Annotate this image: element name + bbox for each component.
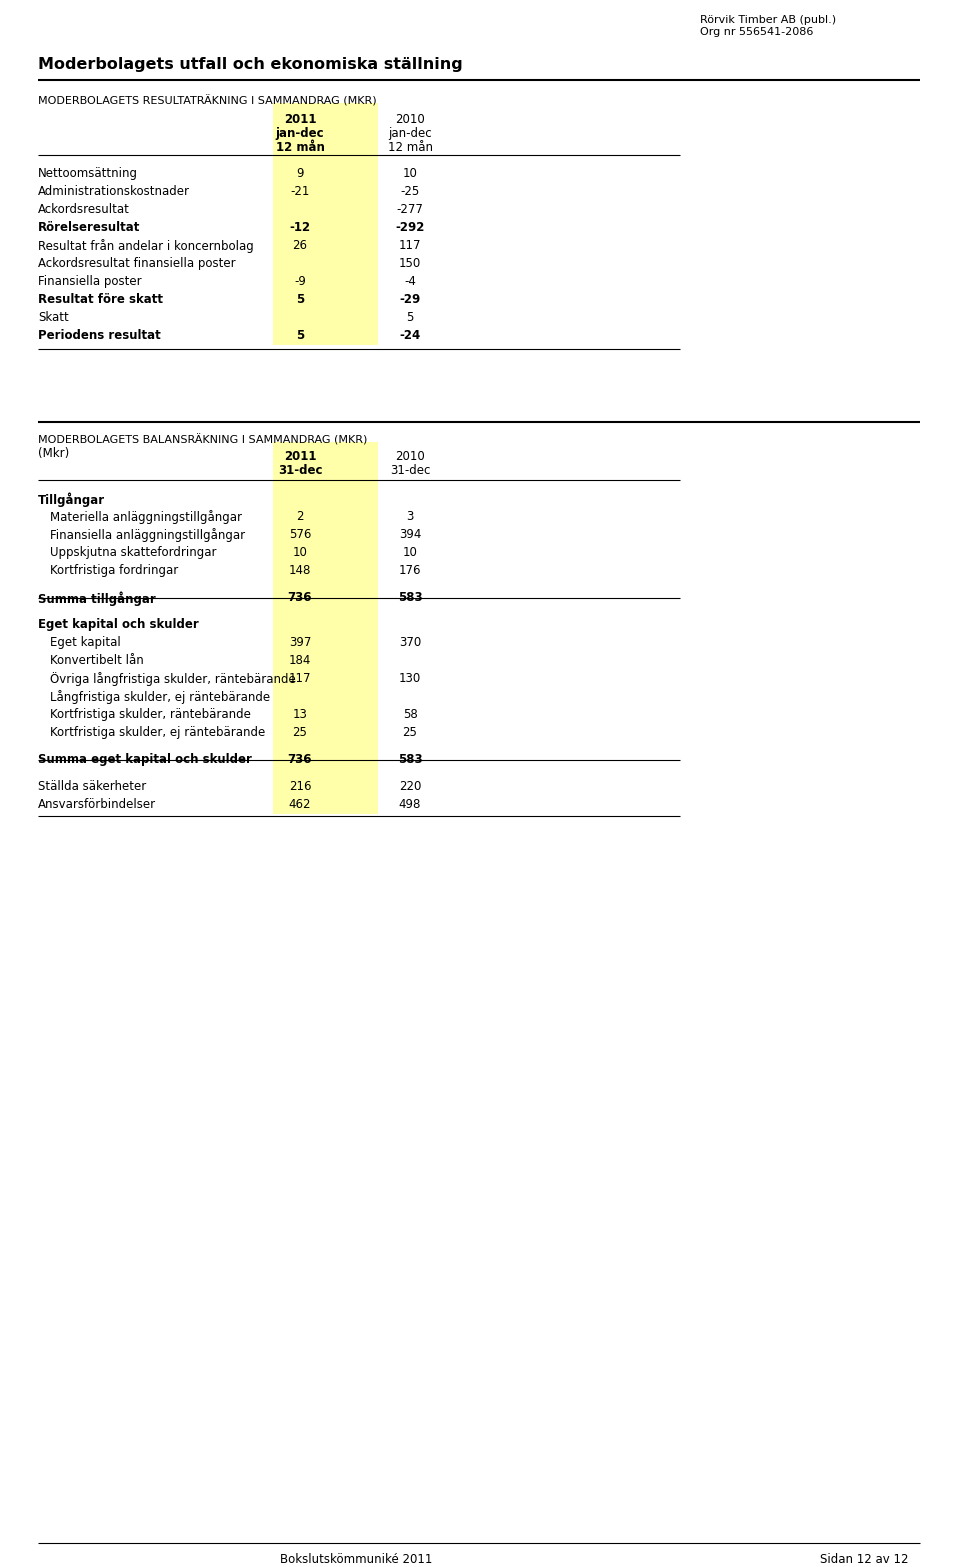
Text: Konvertibelt lån: Konvertibelt lån (50, 653, 144, 668)
Text: 184: 184 (289, 653, 311, 668)
Text: 31-dec: 31-dec (277, 464, 323, 476)
Bar (273, 480, 378, 813)
Text: 736: 736 (288, 591, 312, 603)
Text: 370: 370 (398, 636, 421, 649)
Text: 9: 9 (297, 168, 303, 180)
Text: Långfristiga skulder, ej räntebärande: Långfristiga skulder, ej räntebärande (50, 689, 270, 704)
Text: 5: 5 (296, 329, 304, 342)
Text: Ställda säkerheter: Ställda säkerheter (38, 780, 146, 793)
Text: 13: 13 (293, 708, 307, 721)
Text: 583: 583 (397, 754, 422, 766)
Text: Ackordsresultat: Ackordsresultat (38, 204, 130, 216)
Text: Periodens resultat: Periodens resultat (38, 329, 160, 342)
Text: (Mkr): (Mkr) (38, 447, 69, 461)
Text: Summa tillgångar: Summa tillgångar (38, 591, 156, 605)
Text: 10: 10 (293, 545, 307, 559)
Text: Rörelseresultat: Rörelseresultat (38, 221, 140, 233)
Text: MODERBOLAGETS BALANSRÄKNING I SAMMANDRAG (MKR): MODERBOLAGETS BALANSRÄKNING I SAMMANDRAG… (38, 434, 368, 445)
Text: Summa eget kapital och skulder: Summa eget kapital och skulder (38, 754, 252, 766)
Text: 2: 2 (297, 509, 303, 523)
Text: 130: 130 (398, 672, 421, 685)
Text: Resultat före skatt: Resultat före skatt (38, 293, 163, 306)
Text: 2010: 2010 (396, 113, 425, 125)
Bar (273, 103, 378, 155)
Text: 2011: 2011 (284, 113, 316, 125)
Text: Ansvarsförbindelser: Ansvarsförbindelser (38, 798, 156, 812)
Text: 31-dec: 31-dec (390, 464, 430, 476)
Text: 3: 3 (406, 509, 414, 523)
Text: 397: 397 (289, 636, 311, 649)
Text: 176: 176 (398, 564, 421, 577)
Text: Skatt: Skatt (38, 310, 69, 324)
Text: 117: 117 (289, 672, 311, 685)
Text: 2010: 2010 (396, 450, 425, 462)
Text: 117: 117 (398, 240, 421, 252)
Text: Finansiella poster: Finansiella poster (38, 274, 142, 288)
Text: Nettoomsättning: Nettoomsättning (38, 168, 138, 180)
Text: -12: -12 (289, 221, 311, 233)
Bar (273, 155, 378, 345)
Text: 5: 5 (296, 293, 304, 306)
Text: -25: -25 (400, 185, 420, 197)
Text: 2011: 2011 (284, 450, 316, 462)
Text: 5: 5 (406, 310, 414, 324)
Text: 10: 10 (402, 168, 418, 180)
Text: 25: 25 (293, 726, 307, 740)
Text: Sidan 12 av 12: Sidan 12 av 12 (820, 1553, 908, 1565)
Text: -9: -9 (294, 274, 306, 288)
Text: 26: 26 (293, 240, 307, 252)
Bar (273, 442, 378, 480)
Text: Kortfristiga skulder, räntebärande: Kortfristiga skulder, räntebärande (50, 708, 251, 721)
Text: Tillgångar: Tillgångar (38, 492, 106, 506)
Text: 220: 220 (398, 780, 421, 793)
Text: -277: -277 (396, 204, 423, 216)
Text: -292: -292 (396, 221, 424, 233)
Text: 12 mån: 12 mån (276, 141, 324, 154)
Text: Uppskjutna skattefordringar: Uppskjutna skattefordringar (50, 545, 217, 559)
Text: Rörvik Timber AB (publ.): Rörvik Timber AB (publ.) (700, 16, 836, 25)
Text: Ackordsresultat finansiella poster: Ackordsresultat finansiella poster (38, 257, 235, 270)
Text: 12 mån: 12 mån (388, 141, 433, 154)
Text: 150: 150 (398, 257, 421, 270)
Text: 462: 462 (289, 798, 311, 812)
Text: 394: 394 (398, 528, 421, 541)
Text: 58: 58 (402, 708, 418, 721)
Text: Kortfristiga skulder, ej räntebärande: Kortfristiga skulder, ej räntebärande (50, 726, 265, 740)
Text: -4: -4 (404, 274, 416, 288)
Text: jan-dec: jan-dec (276, 127, 324, 139)
Text: 10: 10 (402, 545, 418, 559)
Text: 583: 583 (397, 591, 422, 603)
Text: Moderbolagets utfall och ekonomiska ställning: Moderbolagets utfall och ekonomiska stäl… (38, 56, 463, 72)
Text: 148: 148 (289, 564, 311, 577)
Text: Materiella anläggningstillgångar: Materiella anläggningstillgångar (50, 509, 242, 523)
Text: 736: 736 (288, 754, 312, 766)
Text: Org nr 556541-2086: Org nr 556541-2086 (700, 27, 813, 38)
Text: Övriga långfristiga skulder, räntebärande: Övriga långfristiga skulder, räntebärand… (50, 672, 296, 686)
Text: Finansiella anläggningstillgångar: Finansiella anläggningstillgångar (50, 528, 245, 542)
Text: Eget kapital och skulder: Eget kapital och skulder (38, 617, 199, 632)
Text: Kortfristiga fordringar: Kortfristiga fordringar (50, 564, 179, 577)
Text: 498: 498 (398, 798, 421, 812)
Text: 216: 216 (289, 780, 311, 793)
Text: -24: -24 (399, 329, 420, 342)
Text: Eget kapital: Eget kapital (50, 636, 121, 649)
Text: jan-dec: jan-dec (388, 127, 432, 139)
Text: -21: -21 (290, 185, 310, 197)
Text: Bokslutskömmuniké 2011: Bokslutskömmuniké 2011 (280, 1553, 432, 1565)
Text: Administrationskostnader: Administrationskostnader (38, 185, 190, 197)
Text: 25: 25 (402, 726, 418, 740)
Text: Resultat från andelar i koncernbolag: Resultat från andelar i koncernbolag (38, 240, 253, 252)
Text: MODERBOLAGETS RESULTATRÄKNING I SAMMANDRAG (MKR): MODERBOLAGETS RESULTATRÄKNING I SAMMANDR… (38, 96, 376, 107)
Text: 576: 576 (289, 528, 311, 541)
Text: -29: -29 (399, 293, 420, 306)
